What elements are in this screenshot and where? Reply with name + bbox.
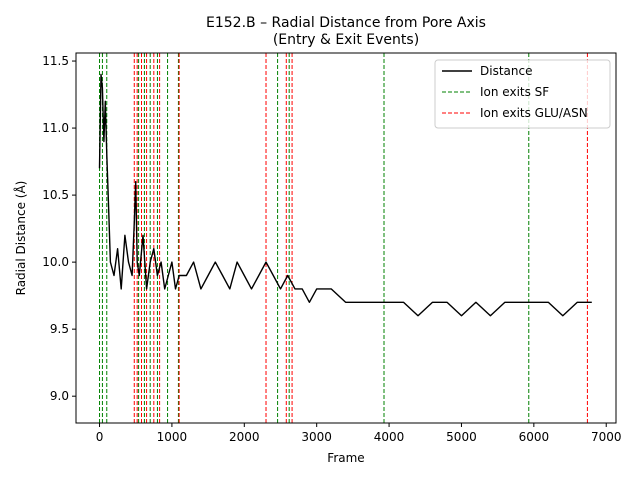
x-tick-label: 7000 bbox=[591, 430, 622, 444]
series-layer bbox=[98, 73, 592, 317]
x-tick-label: 4000 bbox=[374, 430, 405, 444]
y-tick-label: 10.0 bbox=[42, 255, 69, 269]
x-tick-label: 0 bbox=[96, 430, 104, 444]
legend: Distance Ion exits SF Ion exits GLU/ASN bbox=[434, 59, 611, 129]
x-tick-label: 2000 bbox=[229, 430, 260, 444]
x-tick-label: 5000 bbox=[446, 430, 477, 444]
legend-box bbox=[434, 59, 611, 129]
y-tick-label: 11.0 bbox=[42, 121, 69, 135]
y-axis-ticks: 9.0 9.5 10.0 10.5 11.0 11.5 bbox=[42, 54, 76, 403]
x-tick-label: 1000 bbox=[157, 430, 188, 444]
chart-title: E152.B – Radial Distance from Pore Axis bbox=[206, 15, 486, 31]
legend-label-glu-asn: Ion exits GLU/ASN bbox=[480, 106, 588, 120]
y-tick-label: 10.5 bbox=[42, 188, 69, 202]
series-line-distance bbox=[98, 73, 592, 317]
legend-label-distance: Distance bbox=[480, 64, 532, 78]
x-axis-ticks: 0 1000 2000 3000 4000 5000 6000 7000 bbox=[96, 423, 622, 444]
x-tick-label: 3000 bbox=[301, 430, 332, 444]
x-tick-label: 6000 bbox=[519, 430, 550, 444]
y-axis-label: Radial Distance (Å) bbox=[13, 181, 28, 296]
y-tick-label: 9.5 bbox=[50, 322, 69, 336]
x-axis-label: Frame bbox=[327, 451, 364, 465]
legend-label-sf: Ion exits SF bbox=[480, 85, 549, 99]
y-tick-label: 9.0 bbox=[50, 389, 69, 403]
chart-subtitle: (Entry & Exit Events) bbox=[273, 32, 419, 48]
axes-frame bbox=[75, 52, 617, 424]
y-tick-label: 11.5 bbox=[42, 54, 69, 68]
